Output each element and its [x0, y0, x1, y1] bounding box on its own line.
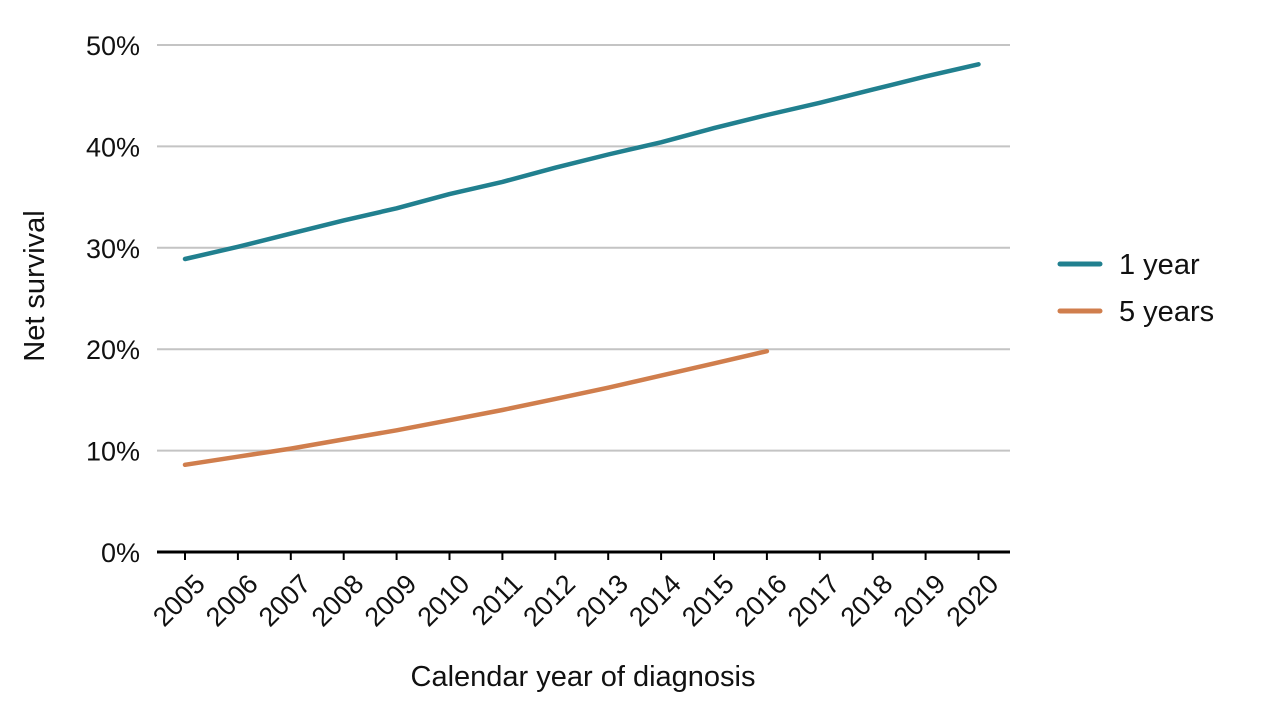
x-tick-label: 2010: [412, 569, 476, 633]
gridlines: [157, 44, 1010, 452]
series-line-5-years: [182, 348, 770, 468]
y-axis-title: Net survival: [19, 210, 51, 362]
x-tick-label: 2016: [729, 569, 793, 633]
y-tick-label: 30%: [86, 234, 140, 264]
y-tick-label: 50%: [86, 31, 140, 61]
x-tick-label: 2012: [517, 569, 581, 633]
x-tick-label: 2008: [306, 569, 370, 633]
x-tick-label: 2009: [359, 569, 423, 633]
y-tick-label: 40%: [86, 132, 140, 162]
y-tick-label: 0%: [101, 538, 140, 568]
x-tick-label: 2019: [888, 569, 952, 633]
x-axis-ticks: 2005200620072008200920102011201220132014…: [147, 552, 1004, 632]
legend-label-1-year: 1 year: [1119, 249, 1200, 281]
x-tick-label: 2011: [466, 569, 528, 631]
x-tick-label: 2020: [941, 569, 1005, 633]
x-axis-title: Calendar year of diagnosis: [411, 661, 756, 693]
series-lines: [182, 62, 981, 468]
x-tick-label: 2015: [676, 569, 740, 633]
x-tick-label: 2017: [782, 569, 846, 633]
x-tick-label: 2018: [835, 569, 899, 633]
x-tick-label: 2005: [147, 569, 211, 633]
legend: 1 year 5 years: [1057, 249, 1214, 328]
x-tick-label: 2007: [253, 569, 317, 633]
legend-label-5-years: 5 years: [1119, 296, 1214, 328]
x-tick-label: 2013: [570, 569, 634, 633]
y-tick-label: 10%: [86, 437, 140, 467]
y-tick-label: 20%: [86, 335, 140, 365]
x-tick-label: 2006: [200, 569, 264, 633]
y-axis-ticks: 0% 10% 20% 30% 40% 50%: [86, 31, 140, 568]
x-tick-label: 2014: [623, 569, 687, 633]
series-line-1-year: [182, 62, 981, 262]
